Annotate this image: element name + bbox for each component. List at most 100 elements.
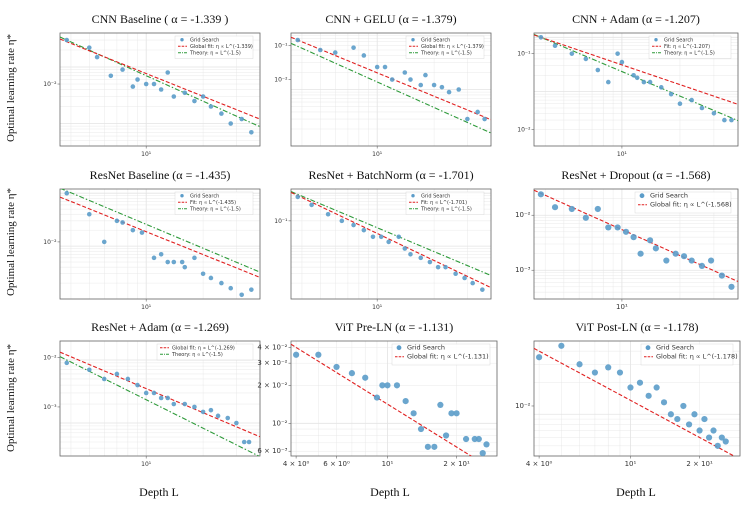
data-point <box>171 259 177 265</box>
data-point <box>674 415 681 423</box>
data-point <box>158 87 164 92</box>
data-point <box>660 399 668 406</box>
data-point <box>94 54 100 60</box>
data-point <box>431 443 438 450</box>
x-axis-label-col-1: Depth L <box>139 485 179 499</box>
data-point <box>437 401 444 408</box>
data-point <box>64 360 70 366</box>
data-point <box>707 257 715 264</box>
legend-entry: Global fit: η ∝ L^(-1.269) <box>172 346 235 352</box>
data-point <box>537 191 544 198</box>
panels-layer: CNN Baseline ( α = -1.339 ) 10¹ 10⁻² Grid S… <box>43 12 741 468</box>
data-point <box>402 246 408 251</box>
legend-box <box>156 343 254 361</box>
data-point <box>192 404 197 410</box>
legend-marker-points <box>639 193 645 199</box>
data-point <box>634 75 640 81</box>
data-point <box>120 220 125 225</box>
data-point <box>370 234 376 240</box>
data-point <box>64 190 70 196</box>
data-point <box>182 401 188 407</box>
data-point <box>583 56 589 62</box>
data-point <box>435 264 441 270</box>
axes-frame <box>59 32 261 147</box>
data-point <box>208 275 214 281</box>
panel-1: CNN Baseline ( α = -1.339 ) 10¹ 10⁻² Grid S… <box>43 12 261 158</box>
y-tick-label: 10⁻¹ <box>274 43 288 50</box>
data-point <box>408 77 413 82</box>
data-points <box>295 37 487 122</box>
y-tick-label: 10⁻³ <box>43 404 57 411</box>
fit-line <box>534 347 736 456</box>
x-tick-label: 10¹ <box>372 304 383 311</box>
panel-title: ResNet + BatchNorm (α = -1.701) <box>308 168 473 182</box>
data-points <box>538 35 734 123</box>
data-point <box>379 382 386 389</box>
data-point <box>701 415 708 423</box>
legend-entry: Grid Search <box>664 38 693 44</box>
legend-entry: Grid Search <box>407 344 445 352</box>
panel-title: ResNet Baseline (α = -1.435) <box>90 168 231 182</box>
y-axis-label-row-3: Optimal learning rate η* <box>5 344 17 452</box>
data-point <box>663 257 670 264</box>
y-tick-label: 10⁻¹ <box>274 218 288 225</box>
legend-entry: Theory: η ∝ L^(-1.5) <box>420 51 472 57</box>
data-point <box>86 367 92 373</box>
data-point <box>86 211 92 217</box>
data-point <box>668 91 674 97</box>
data-point <box>396 234 402 240</box>
x-tick-label: 2 × 10¹ <box>443 460 470 468</box>
data-point <box>182 90 188 96</box>
y-tick-label: 6 × 10⁻³ <box>257 447 287 455</box>
data-point <box>139 230 145 235</box>
data-point <box>538 35 544 40</box>
data-point <box>431 82 437 88</box>
data-point <box>384 382 391 389</box>
data-point <box>171 94 177 99</box>
theory-line <box>60 36 260 128</box>
x-tick-label: 6 × 10⁰ <box>323 460 350 468</box>
data-point <box>393 382 401 389</box>
data-point <box>239 292 244 298</box>
data-point <box>135 382 140 388</box>
data-point <box>361 53 367 58</box>
data-points <box>295 194 485 292</box>
data-point <box>688 257 695 264</box>
legend-entry: Fit: η ∝ L^(-1.207) <box>664 44 710 50</box>
data-point <box>636 379 644 386</box>
data-point <box>225 415 231 421</box>
data-point <box>295 37 301 43</box>
data-point <box>234 420 239 426</box>
data-point <box>705 434 713 441</box>
data-point <box>647 79 653 85</box>
data-point <box>630 234 637 241</box>
axes-frame <box>59 188 261 300</box>
fit-line <box>291 343 473 456</box>
x-tick-label: 10¹ <box>141 304 152 311</box>
data-point <box>101 239 107 245</box>
x-tick-label: 4 × 10⁰ <box>283 460 310 468</box>
data-point <box>475 435 482 443</box>
data-point <box>295 194 301 200</box>
theory-line <box>291 42 491 134</box>
panel-title: CNN + Adam (α = -1.207) <box>572 12 700 26</box>
legend-entry: Grid Search <box>421 38 450 44</box>
data-point <box>641 79 647 85</box>
legend-marker-points <box>654 38 658 42</box>
y-axis-label-row-2: Optimal learning rate η* <box>5 188 17 296</box>
legend-entry: Theory: η ∝ L^(-1.5) <box>420 207 472 213</box>
data-point <box>591 369 599 376</box>
data-point <box>378 234 384 240</box>
column-x-labels: Depth L Depth L Depth L <box>139 485 656 499</box>
data-point <box>402 70 408 75</box>
legend-entry: Global fit: η ∝ L^(-1.178) <box>656 353 738 361</box>
panel-3: CNN + Adam (α = -1.207) 10¹ 10⁻¹ 10⁻² Grid S… <box>517 12 739 158</box>
legend-box <box>391 343 491 366</box>
y-tick-label: 10⁻² <box>43 81 57 88</box>
data-point <box>135 77 140 82</box>
